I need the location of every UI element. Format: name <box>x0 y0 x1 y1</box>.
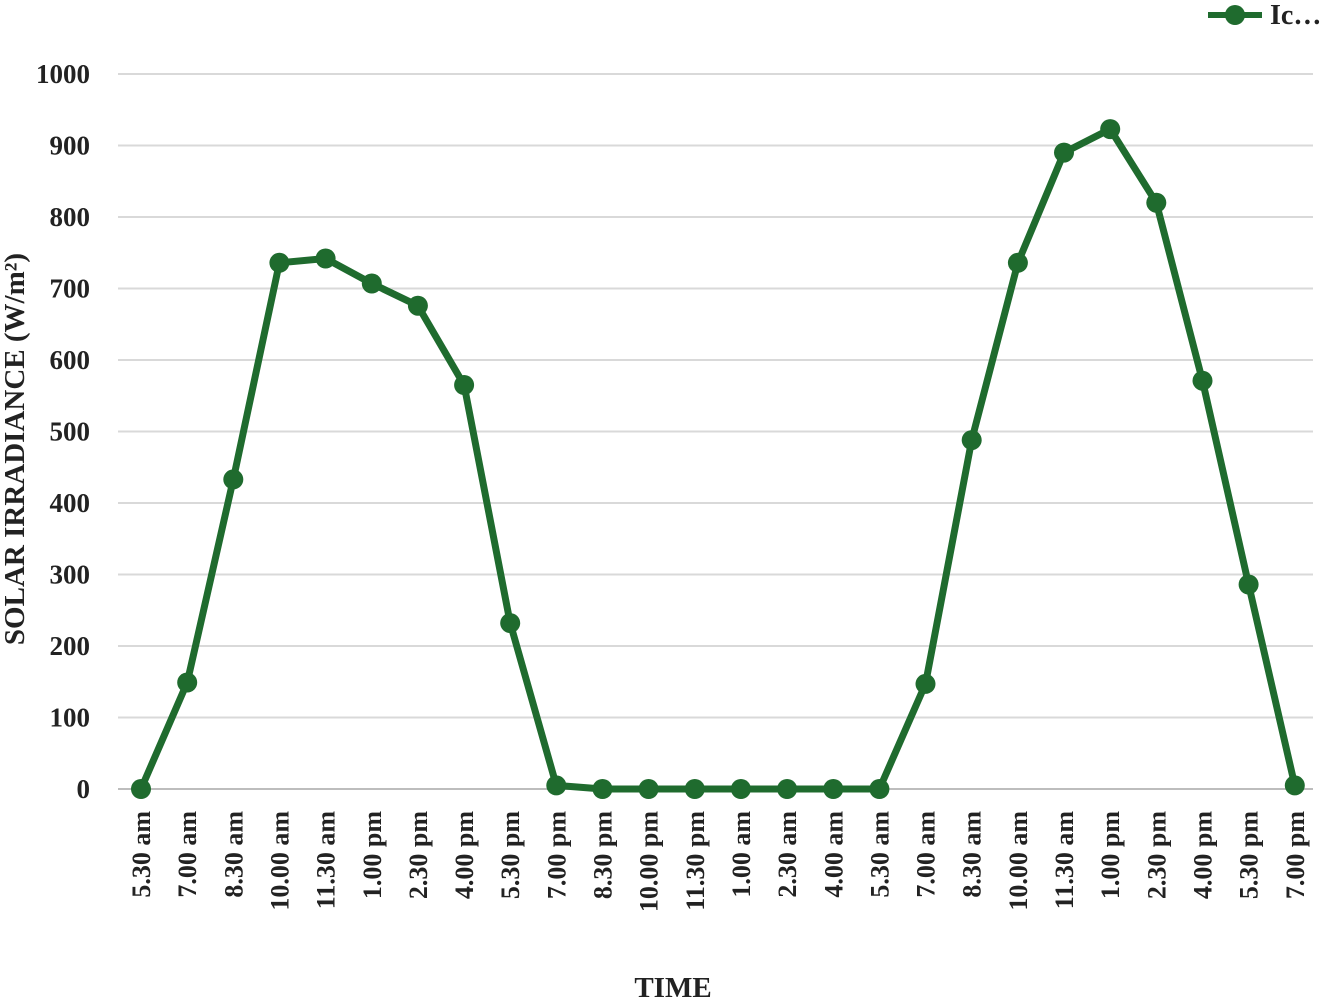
x-tick-label: 5.30 pm <box>496 811 525 899</box>
data-point <box>915 673 936 694</box>
data-point <box>1238 574 1259 595</box>
x-tick-label: 2.30 am <box>773 811 802 898</box>
x-axis-title: TIME <box>634 972 711 1002</box>
data-point <box>730 779 751 799</box>
x-tick-label: 10.00 pm <box>635 811 664 912</box>
data-point <box>1192 370 1213 391</box>
data-point <box>269 252 290 273</box>
series-line <box>137 125 1299 793</box>
y-tick-label: 0 <box>77 774 91 804</box>
x-tick-label: 5.30 am <box>127 811 156 898</box>
y-axis-title: SOLAR IRRADIANCE (W/m²) <box>0 253 31 645</box>
data-point <box>454 375 475 395</box>
series-group <box>131 119 1305 799</box>
x-tick-label: 5.30 pm <box>1235 811 1264 899</box>
legend-label: Ic… <box>1270 0 1321 31</box>
legend: Ic… <box>1208 0 1321 31</box>
x-tick-label: 4.00 am <box>819 811 848 898</box>
data-point <box>869 779 890 799</box>
x-tick-label: 8.30 am <box>958 811 987 898</box>
data-point <box>592 779 613 799</box>
y-tick-label: 900 <box>50 131 91 161</box>
data-point <box>1007 252 1028 273</box>
data-point <box>177 672 198 693</box>
y-tick-label: 100 <box>50 703 91 733</box>
data-point <box>315 248 336 269</box>
y-tick-label: 600 <box>50 345 91 375</box>
y-tick-label: 500 <box>50 417 91 447</box>
x-tick-label: 2.30 pm <box>1142 811 1171 899</box>
data-point <box>1284 775 1305 796</box>
data-point <box>407 295 428 316</box>
x-axis-tick-labels: 5.30 am 7.00 am 8.30 am 10.00 am 11.30 am 1.0… <box>127 811 1310 912</box>
data-point <box>777 779 798 799</box>
data-point <box>1146 192 1167 213</box>
x-tick-label: 1.00 am <box>727 811 756 898</box>
legend-point-marker <box>1225 5 1245 25</box>
y-tick-label: 300 <box>50 560 91 590</box>
data-point <box>1054 142 1074 163</box>
data-point <box>823 779 844 799</box>
x-tick-label: 1.00 pm <box>358 811 387 899</box>
data-point <box>638 779 659 799</box>
y-tick-label: 800 <box>50 202 91 232</box>
y-tick-label: 200 <box>50 631 91 661</box>
data-point <box>961 430 982 451</box>
data-point <box>1100 119 1121 140</box>
y-tick-label: 1000 <box>36 59 90 89</box>
x-tick-label: 10.00 am <box>265 811 294 911</box>
x-tick-label: 4.00 pm <box>450 811 479 899</box>
data-point <box>500 613 521 634</box>
x-tick-label: 5.30 am <box>865 811 894 898</box>
y-tick-label: 400 <box>50 488 91 518</box>
x-tick-label: 7.00 pm <box>542 811 571 899</box>
x-tick-label: 8.30 am <box>219 811 248 898</box>
x-tick-label: 7.00 am <box>173 811 202 898</box>
x-tick-label: 1.00 pm <box>1096 811 1125 899</box>
data-point <box>546 775 567 796</box>
gridlines <box>118 73 1313 790</box>
x-tick-label: 7.00 am <box>912 811 941 898</box>
x-tick-label: 11.30 pm <box>681 811 710 911</box>
x-tick-label: 2.30 pm <box>404 811 433 899</box>
data-point <box>131 779 151 799</box>
y-tick-label: 700 <box>50 274 91 304</box>
x-tick-label: 7.00 pm <box>1281 811 1310 899</box>
x-tick-label: 11.30 am <box>312 811 341 910</box>
x-tick-label: 8.30 pm <box>589 811 618 899</box>
x-tick-label: 4.00 pm <box>1188 811 1217 899</box>
data-point <box>361 273 382 294</box>
data-point <box>684 779 705 799</box>
x-tick-label: 10.00 am <box>1004 811 1033 911</box>
y-axis-tick-labels: 0 100 200 300 400 500 600 700 800 900 1000 <box>36 59 90 804</box>
x-tick-label: 11.30 am <box>1050 811 1079 910</box>
data-point <box>223 469 244 490</box>
